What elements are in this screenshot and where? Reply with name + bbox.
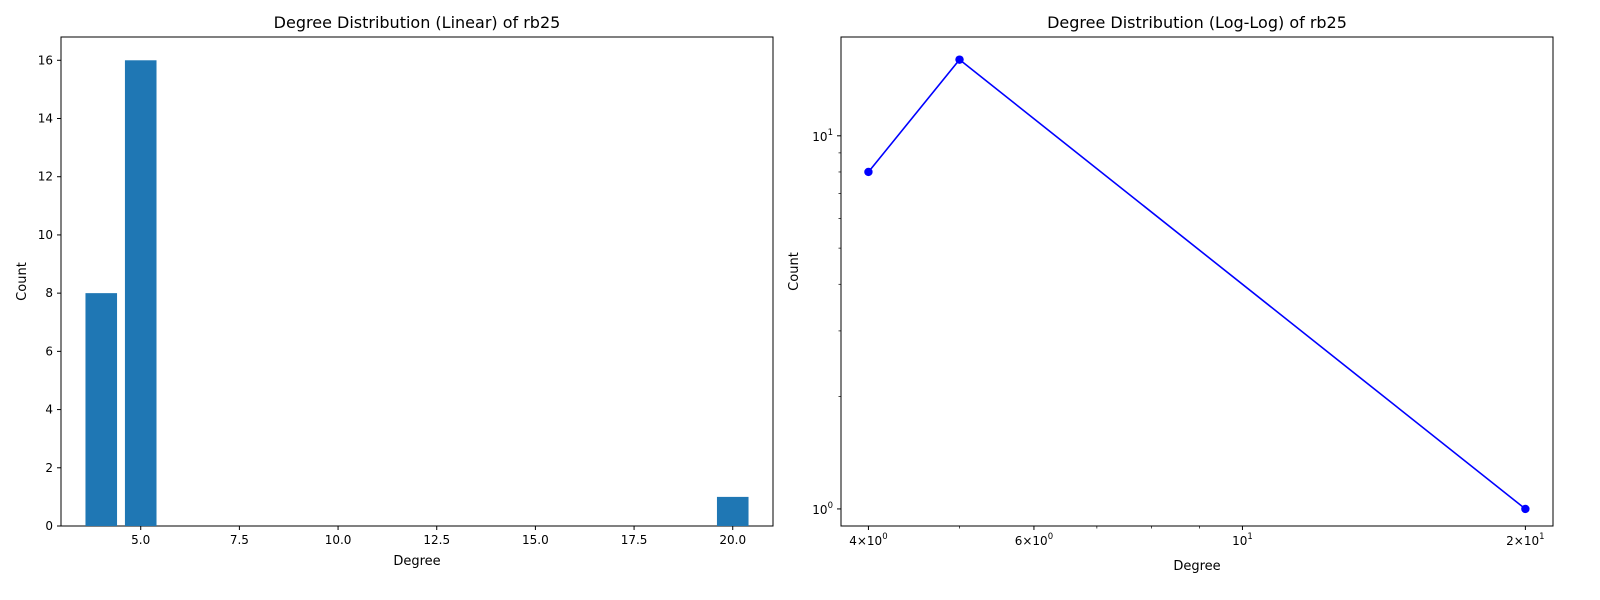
- y-tick-label: 4: [45, 403, 53, 417]
- loglog-y-ticks: 100 101: [812, 128, 841, 517]
- loglog-y-axis-label: Count: [787, 252, 802, 291]
- loglog-series: [864, 55, 1530, 514]
- y-tick-label: 12: [38, 170, 53, 184]
- linear-chart: 5.0 7.5 10.0 12.5 15.0 17.5 20.0 0 2 4 6 8 10 12 14 16…: [15, 13, 774, 569]
- loglog-plot-area: [840, 36, 1554, 527]
- x-tick-label: 6×100: [1015, 532, 1053, 548]
- x-tick-label: 7.5: [230, 533, 249, 547]
- linear-chart-title: Degree Distribution (Linear) of rb25: [274, 13, 561, 32]
- x-tick-label: 12.5: [423, 533, 450, 547]
- y-tick-label: 14: [38, 112, 53, 126]
- loglog-chart-title: Degree Distribution (Log-Log) of rb25: [1047, 13, 1347, 32]
- loglog-x-ticks: 4×100 6×100 101 2×101: [849, 526, 1545, 548]
- y-tick-label: 2: [45, 461, 53, 475]
- x-tick-label: 20.0: [719, 533, 746, 547]
- x-tick-label: 2×101: [1506, 532, 1544, 548]
- x-tick-label: 5.0: [131, 533, 150, 547]
- loglog-x-axis-label: Degree: [1173, 559, 1220, 574]
- data-point: [955, 55, 964, 64]
- y-tick-label: 6: [45, 344, 53, 358]
- x-tick-label: 10.0: [325, 533, 352, 547]
- linear-bars: [85, 60, 749, 527]
- bar: [124, 60, 157, 527]
- bar: [716, 496, 749, 526]
- y-tick-label: 10: [38, 228, 53, 242]
- y-tick-label: 0: [45, 519, 53, 533]
- x-tick-label: 17.5: [621, 533, 648, 547]
- loglog-chart: 4×100 6×100 101 2×101 100 101 Degree Distrib…: [787, 13, 1554, 574]
- y-tick-label: 101: [812, 128, 833, 144]
- data-point: [864, 167, 873, 177]
- linear-y-ticks: 0 2 4 6 8 10 12 14 16: [38, 53, 61, 533]
- y-tick-label: 8: [45, 286, 53, 300]
- x-tick-label: 15.0: [522, 533, 549, 547]
- linear-x-axis-label: Degree: [393, 554, 440, 569]
- linear-plot-area: [60, 36, 774, 527]
- data-point: [1521, 504, 1530, 514]
- y-tick-label: 16: [38, 53, 53, 67]
- x-tick-label: 101: [1232, 532, 1253, 548]
- linear-y-axis-label: Count: [15, 262, 30, 301]
- y-tick-label: 100: [812, 501, 833, 517]
- linear-x-ticks: 5.0 7.5 10.0 12.5 15.0 17.5 20.0: [131, 526, 746, 547]
- bar: [85, 293, 118, 526]
- x-tick-label: 4×100: [849, 532, 887, 548]
